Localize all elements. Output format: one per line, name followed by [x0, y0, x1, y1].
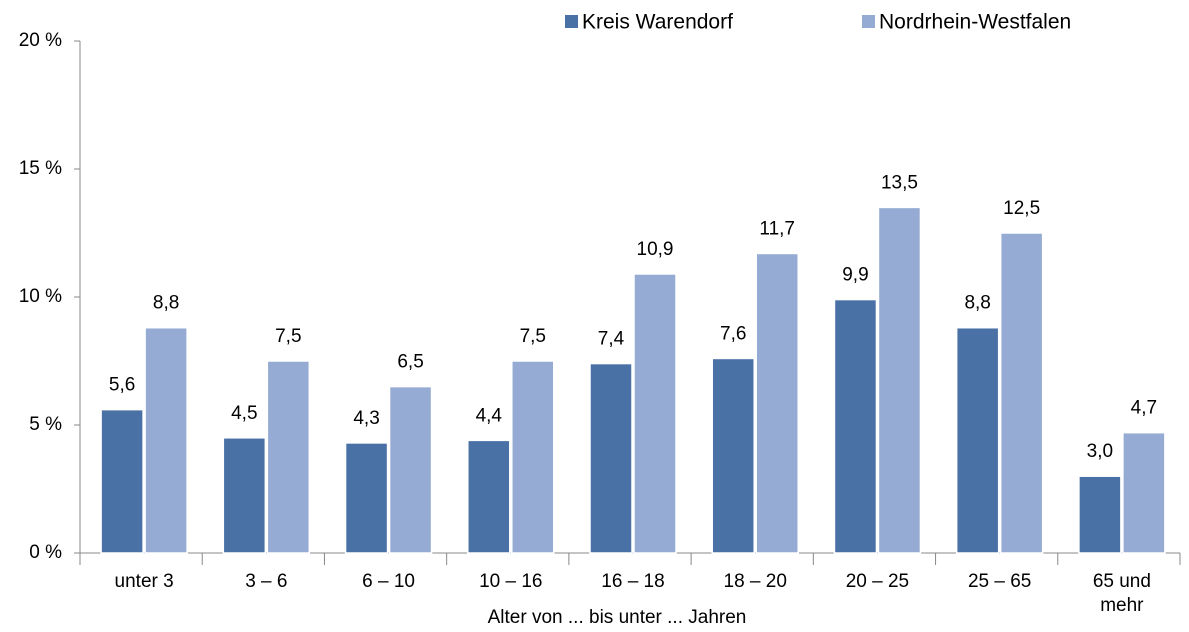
x-tick-label: 65 und mehr	[1092, 571, 1151, 616]
value-label: 7,5	[275, 326, 301, 347]
bar	[877, 206, 922, 554]
y-tick-label: 0 %	[29, 542, 62, 563]
value-label: 11,7	[759, 218, 795, 239]
y-tick-label: 15 %	[19, 158, 62, 179]
x-tick-label: 3 – 6	[245, 571, 288, 592]
value-label: 7,5	[520, 326, 546, 347]
bar	[266, 360, 311, 554]
value-label: 6,5	[397, 352, 423, 373]
bar	[222, 437, 267, 554]
value-label: 4,5	[231, 403, 257, 424]
x-tick-label: 18 – 20	[723, 571, 787, 592]
legend-label: Nordrhein-Westfalen	[879, 11, 1071, 34]
value-label: 10,9	[637, 239, 674, 260]
bar	[511, 360, 555, 554]
x-axis-title: Alter von ... bis unter ... Jahren	[488, 607, 747, 628]
x-tick-label: 16 – 18	[601, 571, 665, 592]
legend-swatch	[862, 15, 875, 28]
bar	[1078, 475, 1122, 554]
value-label: 8,8	[964, 293, 990, 314]
value-label: 13,5	[881, 172, 918, 193]
bar	[100, 408, 144, 554]
value-label: 4,4	[476, 405, 503, 426]
bar	[955, 326, 1000, 554]
bar	[633, 273, 677, 554]
value-label: 12,5	[1003, 198, 1040, 219]
x-tick-label: 25 – 65	[967, 571, 1032, 592]
value-label: 3,0	[1087, 441, 1113, 462]
bar	[144, 326, 188, 554]
value-label: 7,6	[720, 323, 746, 344]
value-label: 4,7	[1131, 398, 1157, 419]
y-tick-label: 20 %	[19, 30, 62, 51]
bar	[467, 439, 511, 554]
bar	[833, 298, 878, 554]
bar	[999, 232, 1044, 554]
x-tick-label: 6 – 10	[362, 571, 415, 592]
value-label: 7,4	[598, 329, 625, 350]
value-label: 8,8	[153, 293, 179, 314]
y-tick-label: 10 %	[19, 286, 62, 307]
x-tick-label: 20 – 25	[845, 571, 910, 592]
bar	[388, 385, 433, 554]
bar	[1122, 431, 1166, 554]
y-tick-label: 5 %	[29, 414, 62, 435]
x-tick-label: unter 3	[114, 571, 174, 592]
value-label: 4,3	[353, 408, 379, 429]
x-tick-label: 10 – 16	[479, 571, 543, 592]
bar	[711, 357, 755, 554]
bar	[755, 252, 799, 554]
bar	[344, 442, 389, 554]
legend-label: Kreis Warendorf	[582, 11, 733, 34]
value-label: 5,6	[109, 375, 135, 396]
bar	[589, 362, 633, 554]
value-label: 9,9	[842, 265, 868, 286]
legend-swatch	[565, 15, 578, 28]
